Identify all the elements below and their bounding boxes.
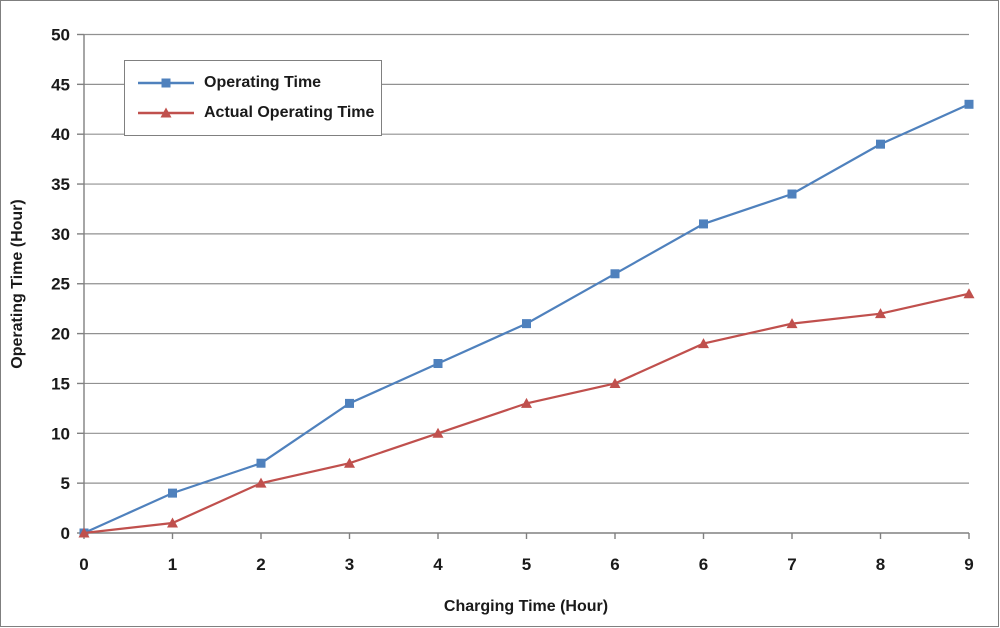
y-tick-label: 30: [51, 225, 70, 244]
y-tick-label: 0: [61, 524, 70, 543]
data-point-marker-operating-time: [168, 488, 177, 498]
legend-label: Operating Time: [204, 73, 322, 91]
series-group: [78, 99, 975, 538]
x-tick-label: 4: [433, 555, 443, 574]
y-tick-label: 10: [51, 424, 70, 443]
x-tick-label: 7: [787, 555, 796, 574]
data-point-marker-operating-time: [610, 269, 620, 279]
data-point-marker-actual-operating-time: [875, 308, 886, 319]
gridlines-group: [84, 33, 969, 484]
x-tick-label: 9: [964, 555, 973, 574]
data-point-marker-operating-time: [345, 398, 354, 408]
data-point-marker-actual-operating-time: [786, 318, 798, 329]
y-tick-label: 5: [61, 474, 70, 493]
series-line-actual-operating-time: [83, 292, 970, 535]
x-tick-label: 3: [345, 555, 354, 574]
data-point-marker-operating-time: [433, 359, 443, 369]
x-tick-label: 1: [168, 555, 177, 574]
data-point-marker-actual-operating-time: [521, 397, 532, 408]
legend-sample-triangle-icon: [138, 107, 194, 118]
x-axis-title: Charging Time (Hour): [444, 598, 608, 615]
y-tick-label: 35: [51, 175, 70, 194]
legend-item-operating-time: Operating Time: [137, 74, 381, 92]
y-tick-label: 20: [51, 325, 70, 344]
y-tick-label: 50: [51, 25, 70, 44]
y-axis-title: Operating Time (Hour): [9, 199, 26, 369]
y-tick-label: 40: [51, 125, 70, 144]
x-tick-label: 5: [522, 555, 531, 574]
y-tick-label: 25: [51, 275, 70, 294]
data-point-marker-actual-operating-time: [432, 427, 444, 438]
data-point-marker-actual-operating-time: [78, 527, 90, 538]
legend-label: Actual Operating Time: [204, 104, 375, 122]
x-tick-label: 6: [610, 555, 619, 574]
legend: Operating Time Actual Operating Time: [124, 60, 382, 136]
data-point-marker-operating-time: [876, 139, 885, 149]
data-point-marker-operating-time: [787, 189, 797, 199]
data-point-marker-actual-operating-time: [963, 288, 975, 299]
data-point-marker-actual-operating-time: [255, 477, 267, 488]
x-tick-label: 6: [699, 555, 708, 574]
y-tick-label: 15: [51, 374, 70, 393]
legend-sample-square-icon: [138, 78, 194, 88]
data-point-marker-operating-time: [522, 319, 531, 329]
data-point-marker-actual-operating-time: [344, 457, 355, 468]
data-point-marker-operating-time: [699, 219, 708, 229]
y-tick-label: 45: [51, 75, 70, 94]
data-point-marker-actual-operating-time: [167, 517, 178, 528]
data-point-marker-actual-operating-time: [609, 377, 621, 388]
legend-item-actual-operating-time: Actual Operating Time: [137, 104, 381, 122]
data-point-marker-operating-time: [964, 99, 974, 109]
data-point-marker-actual-operating-time: [698, 338, 709, 349]
x-tick-label: 0: [79, 555, 88, 574]
x-tick-label: 2: [256, 555, 265, 574]
data-point-marker-operating-time: [256, 458, 266, 468]
x-tick-label: 8: [876, 555, 885, 574]
